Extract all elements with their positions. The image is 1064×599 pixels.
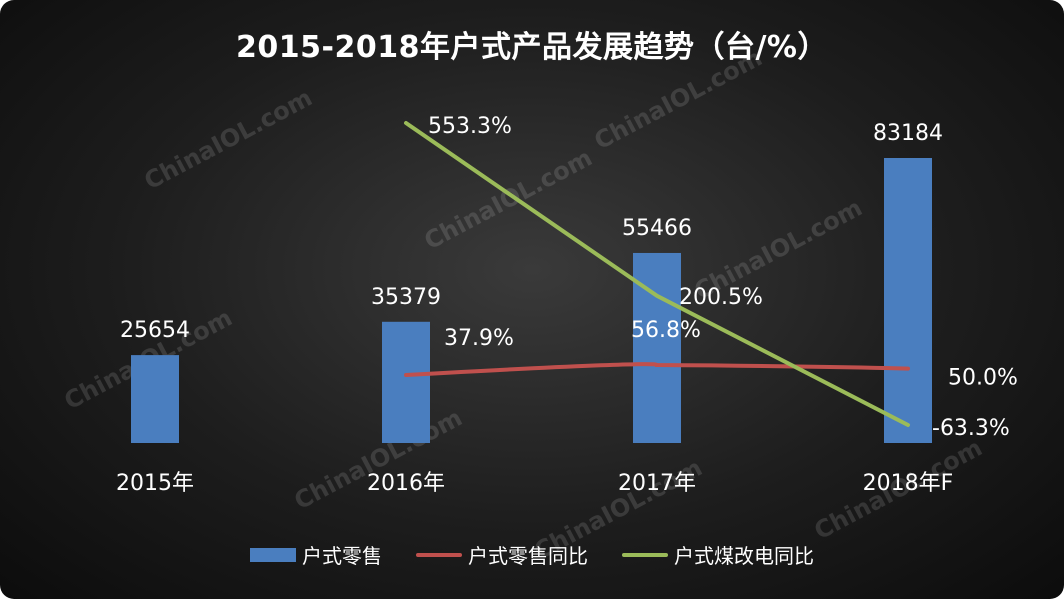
bar-label-2: 55466 [622,216,692,241]
coal-yoy-label-2: 200.5% [679,285,763,310]
legend: 户式零售 户式零售同比 户式煤改电同比 [0,540,1064,569]
watermark-5: ChinaIOL.com [290,403,467,515]
bar-3 [884,158,932,443]
retail-yoy-label-2: 56.8% [631,318,701,343]
bar-2 [633,252,681,443]
watermark-3: ChinaIOL.com [420,143,597,255]
legend-swatch-retail-yoy [416,552,462,557]
x-tick-label-0: 2015年 [116,471,194,496]
legend-item-retail[interactable]: 户式零售 [250,540,382,569]
legend-label-retail: 户式零售 [302,544,382,568]
series-line-coal-yoy [404,121,910,427]
bar-1 [382,321,430,443]
coal-yoy-label-1: 553.3% [428,114,512,139]
watermark-0: ChinaIOL.com [140,83,317,195]
bar-0 [131,355,179,443]
retail-yoy-label-3: 50.0% [948,366,1018,391]
coal-yoy-label-3: -63.3% [932,416,1010,441]
chart-title: 2015-2018年户式产品发展趋势（台/%） [236,30,828,65]
bar-label-3: 83184 [873,121,943,146]
legend-swatch-coal-yoy [622,552,668,557]
x-tick-label-1: 2016年 [367,471,445,496]
bar-label-1: 35379 [371,285,441,310]
legend-label-retail-yoy: 户式零售同比 [468,544,588,568]
bar-label-0: 25654 [120,318,190,343]
x-tick-label-3: 2018年F [863,471,954,496]
watermark-1: ChinaIOL.com [590,43,767,155]
retail-yoy-label-1: 37.9% [444,326,514,351]
legend-label-coal-yoy: 户式煤改电同比 [674,544,814,568]
x-tick-label-2: 2017年 [618,471,696,496]
legend-swatch-retail [250,547,296,562]
legend-item-retail-yoy[interactable]: 户式零售同比 [416,540,588,569]
series-line-retail-yoy [404,362,910,377]
legend-item-coal-yoy[interactable]: 户式煤改电同比 [622,540,814,569]
